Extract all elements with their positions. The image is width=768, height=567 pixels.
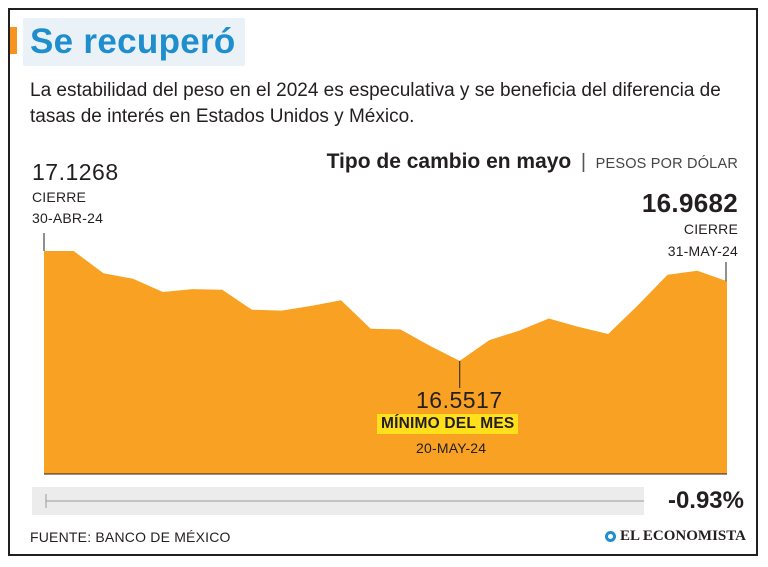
end-label: CIERRE	[683, 221, 738, 237]
chart-title-unit: PESOS POR DÓLAR	[595, 156, 738, 172]
subtitle: La estabilidad del peso en el 2024 es es…	[30, 80, 721, 127]
start-date: 30-ABR-24	[32, 210, 104, 226]
start-value: 17.1268	[32, 159, 119, 185]
chart-title-separator: |	[580, 151, 587, 173]
min-date: 20-MAY-24	[416, 440, 487, 456]
page-title: Se recuperó	[30, 22, 236, 61]
percent-change: -0.93%	[667, 487, 744, 514]
end-date: 31-MAY-24	[667, 243, 738, 259]
brand-logo: EL ECONOMISTA	[605, 528, 746, 545]
brand-icon	[605, 531, 616, 542]
end-value: 16.9682	[641, 188, 738, 218]
chart-title-main: Tipo de cambio en mayo	[326, 150, 572, 173]
title-background	[23, 18, 245, 66]
exchange-rate-area	[44, 251, 727, 474]
min-label: MÍNIMO DEL MES	[377, 414, 519, 434]
start-label: CIERRE	[32, 189, 87, 205]
chart-title: Tipo de cambio en mayo | PESOS POR DÓLAR	[327, 150, 738, 174]
title-accent-bar	[10, 27, 17, 54]
brand-name: EL ECONOMISTA	[620, 528, 746, 544]
min-value: 16.5517	[416, 387, 503, 413]
source-note: FUENTE: BANCO DE MÉXICO	[30, 529, 231, 545]
